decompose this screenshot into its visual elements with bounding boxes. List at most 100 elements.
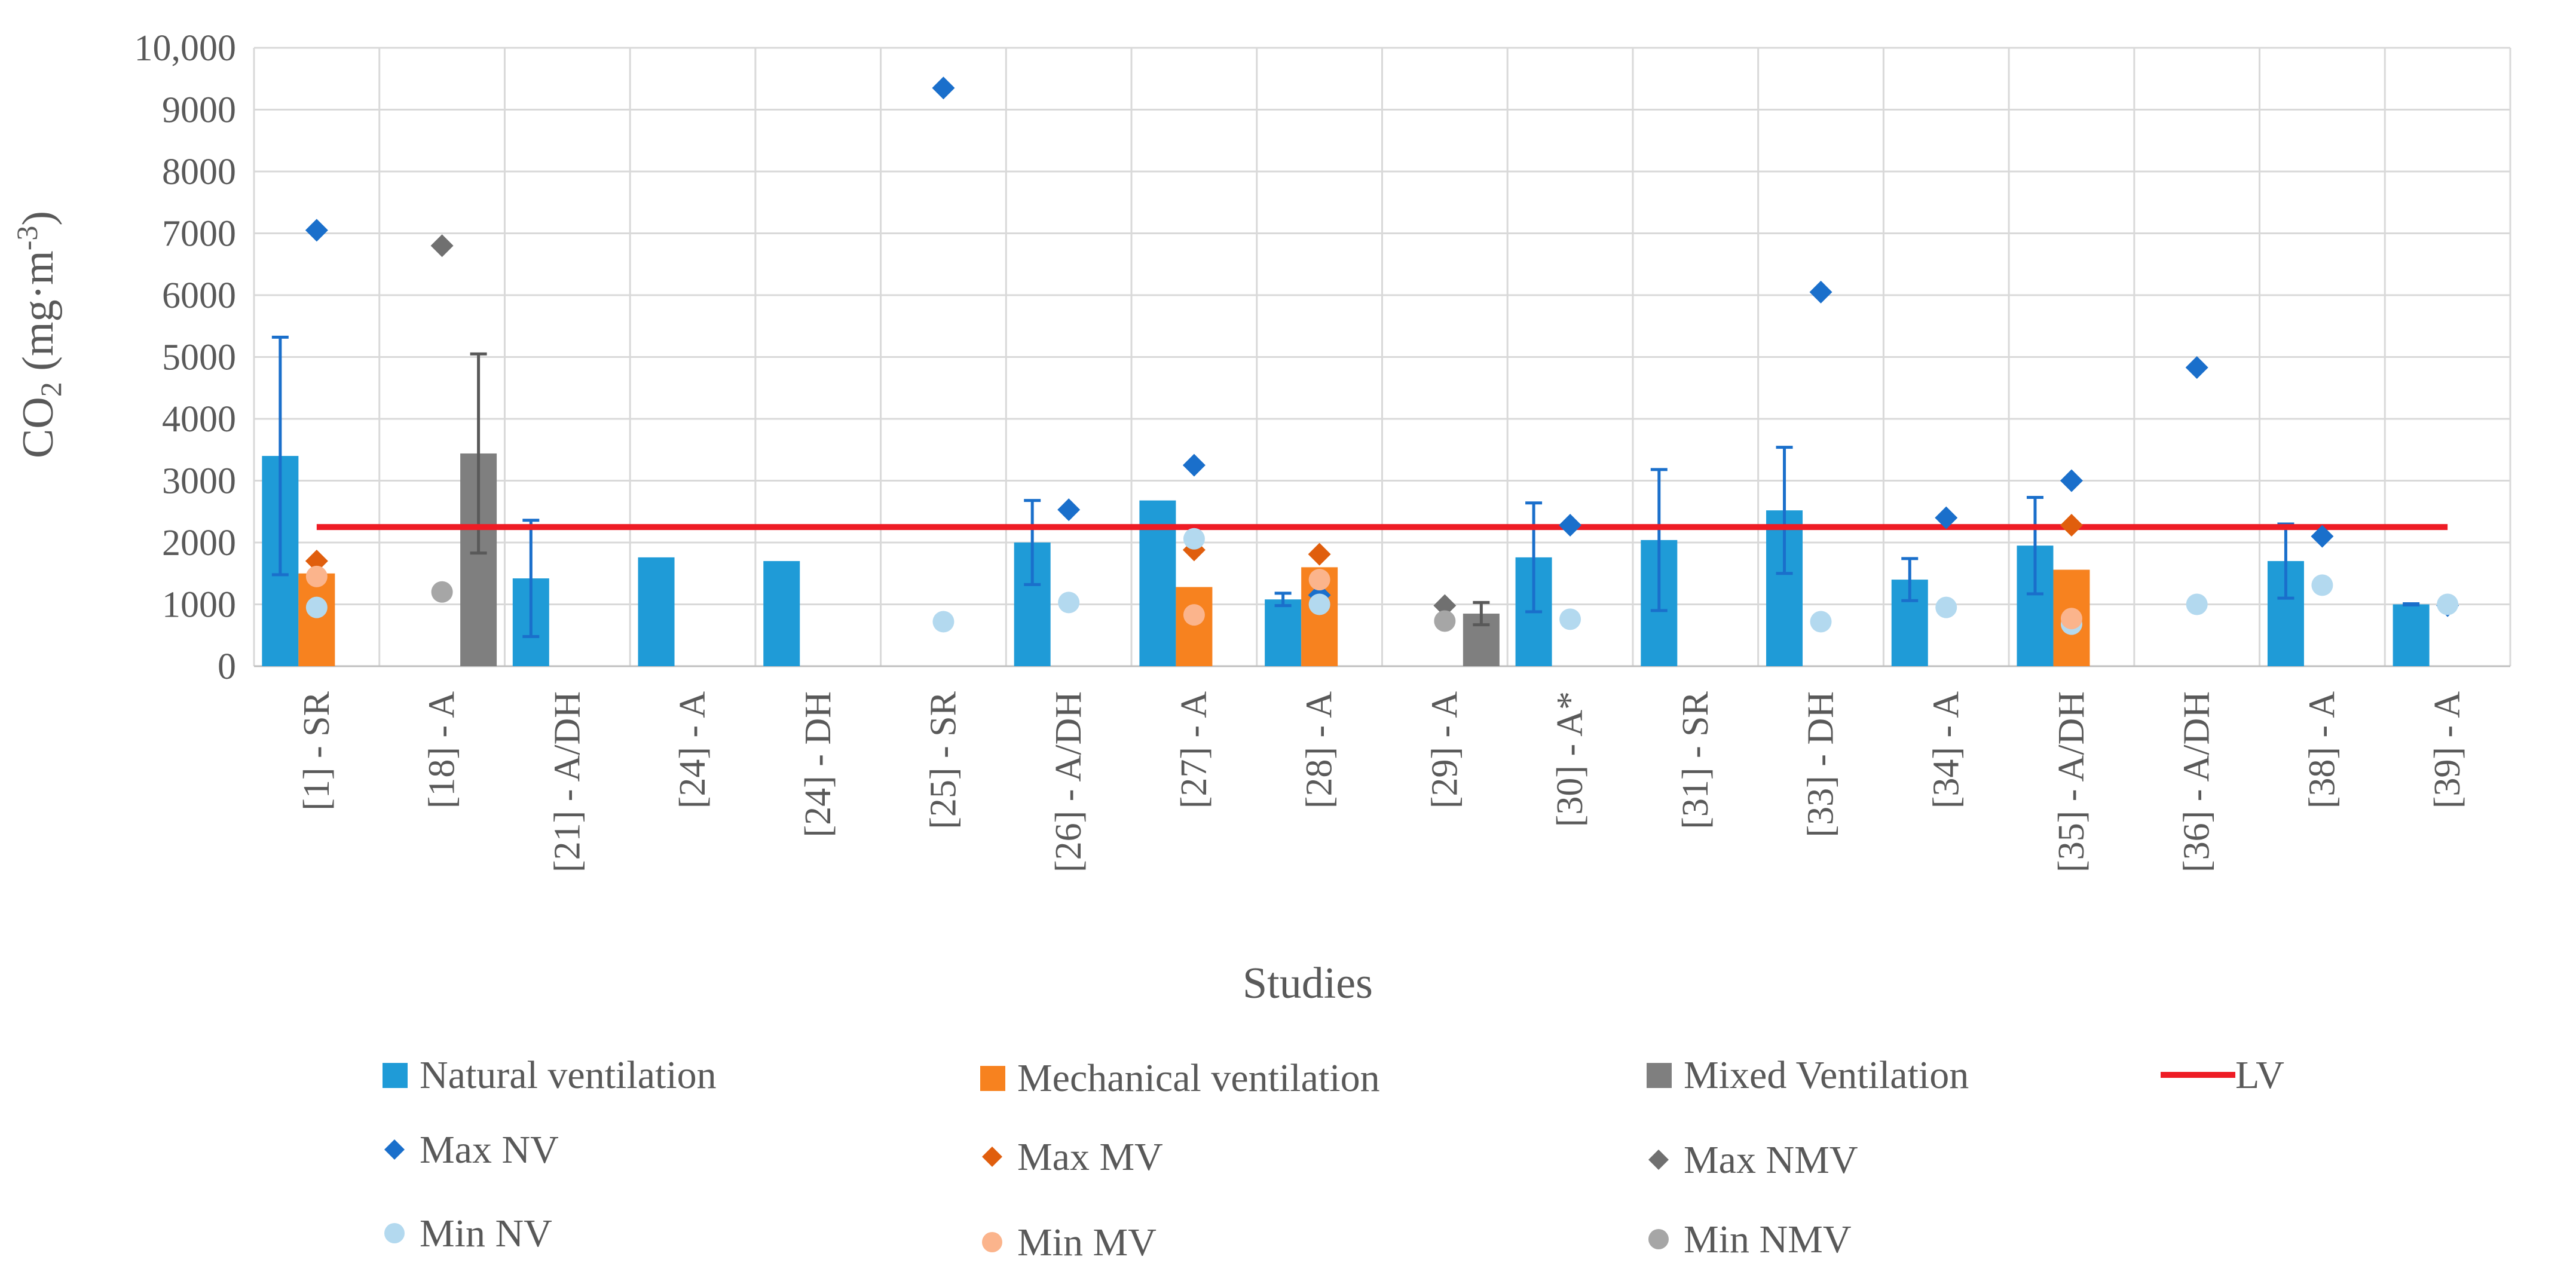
x-tick-label: [39] - A [2427,691,2468,809]
legend-lv-label: LV [2235,1053,2284,1097]
marker-max-mv [305,550,328,573]
x-tick-label: [26] - A/DH [1048,691,1089,872]
marker-min-nv [1308,593,1330,615]
marker-min-mv [305,565,328,587]
bars [262,453,2430,666]
legend-natural-ventilation-swatch [383,1063,408,1088]
marker-max-nv [1935,506,1958,529]
marker-max-nmv [1433,594,1457,617]
x-tick-label: [35] - A/DH [2051,691,2092,872]
legend-max-nv-label: Max NV [420,1128,559,1172]
x-tick-label: [31] - SR [1675,691,1716,829]
legend-min-mv-label: Min MV [1017,1221,1157,1264]
marker-max-nmv [430,234,454,258]
y-axis-title-close: ) [14,211,63,226]
marker-min-nv [1559,608,1581,630]
x-tick-label: [36] - A/DH [2177,691,2217,872]
marker-max-mv [2060,514,2083,537]
y-axis-title-prefix: CO [14,397,63,458]
legend-max-mv-swatch [982,1147,1002,1167]
y-tick-label: 6000 [162,275,236,316]
legend-mechanical-ventilation-swatch [980,1066,1005,1091]
marker-max-nv [1809,280,1832,304]
marker-max-nv [2311,525,2334,548]
legend-max-nv-swatch [384,1139,405,1160]
marker-max-nv [1057,498,1081,522]
y-tick-label: 4000 [162,399,236,440]
legend-min-nmv-swatch [1648,1229,1669,1249]
legend-min-nv-label: Min NV [420,1212,552,1255]
marker-min-mv [1308,569,1330,591]
marker-min-nmv [431,581,453,603]
marker-max-nv [932,76,955,100]
legend-natural-ventilation-label: Natural ventilation [420,1053,717,1097]
marker-max-mv [1308,543,1331,566]
y-tick-label: 7000 [162,214,236,255]
x-tick-label: [33] - DH [1801,691,1841,838]
x-tick-label: [29] - A [1424,691,1465,809]
marker-min-nv [1183,528,1205,550]
y-tick-label: 1000 [162,585,236,626]
legend-min-nmv-label: Min NMV [1684,1218,1852,1261]
bar-natural-ventilation [1265,599,1302,666]
x-tick-label: [24] - DH [798,691,839,838]
y-axis: 0 1000 2000 3000 4000 5000 6000 7000 8000 9000 10,… [134,28,237,687]
bar-natural-ventilation [763,561,800,666]
y-axis-title-sup: -3 [10,226,44,251]
marker-min-nv [2186,593,2208,615]
marker-min-nv [2311,574,2333,596]
x-tick-label: [21] - A/DH [547,691,588,872]
x-axis-title: Studies [1243,959,1373,1008]
y-tick-label: 10,000 [134,28,237,69]
y-tick-label: 8000 [162,152,236,192]
x-tick-label: [18] - A [422,691,463,809]
bar-natural-ventilation [2393,604,2430,666]
legend: Natural ventilation Mechanical ventilatio… [383,1053,2284,1264]
marker-min-nv [932,611,954,633]
y-axis-title-unit: (mg·m [14,250,63,382]
x-tick-label: [1] - SR [296,691,337,810]
marker-min-mv [1183,604,1205,626]
y-tick-label: 5000 [162,338,236,378]
y-tick-label: 3000 [162,461,236,502]
marker-min-nv [2437,593,2459,615]
grid [253,47,2511,667]
marker-min-nv [1935,596,1957,618]
legend-mixed-ventilation-label: Mixed Ventilation [1684,1053,1969,1097]
bar-natural-ventilation [638,557,675,666]
error-bars [271,335,2420,638]
marker-min-nv [1058,592,1080,614]
marker-max-nv [1559,514,1582,537]
marker-min-nmv [1434,610,1456,632]
x-tick-label: [25] - SR [923,691,963,829]
markers [305,76,2459,635]
y-tick-label: 2000 [162,523,236,563]
x-axis: [1] - SR [18] - A [21] - A/DH [24] - A [24] … [296,691,2468,872]
x-tick-label: [38] - A [2302,691,2342,809]
marker-min-nv [1810,611,1832,633]
marker-max-nv [305,219,328,242]
y-tick-label: 9000 [162,90,236,131]
legend-max-nmv-swatch [1648,1150,1669,1170]
marker-min-mv [2060,608,2082,630]
x-tick-label: [34] - A [1926,691,1966,809]
legend-min-nv-swatch [384,1223,405,1243]
y-tick-label: 0 [218,646,236,687]
x-tick-label: [28] - A [1299,691,1340,809]
y-axis-title-sub: 2 [34,382,68,397]
bar-mechanical-ventilation [1176,587,1213,666]
legend-mechanical-ventilation-label: Mechanical ventilation [1017,1056,1380,1100]
legend-max-mv-label: Max MV [1017,1135,1163,1179]
legend-min-mv-swatch [982,1232,1002,1252]
marker-max-nv [2060,469,2083,492]
bar-mechanical-ventilation [298,573,335,666]
marker-min-nv [305,596,328,618]
x-tick-label: [30] - A* [1550,691,1590,827]
marker-max-nv [1182,453,1206,477]
legend-mixed-ventilation-swatch [1647,1063,1672,1088]
y-axis-title: CO2 (mg·m-3) [10,211,68,458]
x-tick-label: [24] - A [672,691,713,809]
x-tick-label: [27] - A [1174,691,1214,809]
marker-max-nv [2185,356,2208,379]
